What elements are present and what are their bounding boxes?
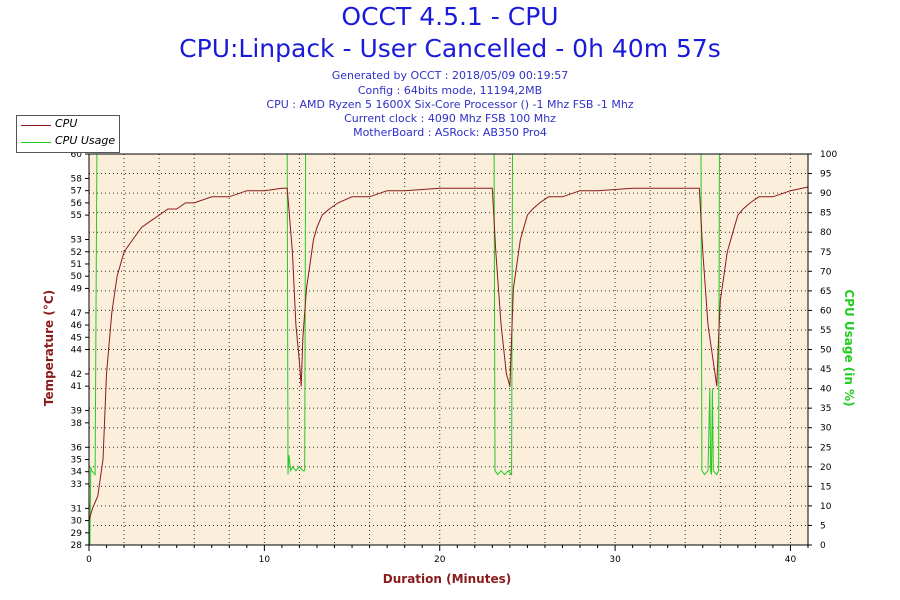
y2-tick-label: 15 (820, 482, 831, 492)
y2-tick-label: 90 (820, 189, 832, 199)
y2-tick-label: 75 (820, 248, 831, 258)
y2-tick-label: 55 (820, 326, 831, 336)
y2-tick-label: 20 (820, 463, 832, 473)
x-tick-label: 40 (785, 555, 797, 565)
y-tick-label: 49 (71, 284, 83, 294)
y-tick-label: 42 (71, 370, 82, 380)
y2-tick-label: 70 (820, 267, 832, 277)
y2-tick-label: 60 (820, 306, 832, 316)
y-tick-label: 50 (71, 272, 83, 282)
y2-tick-label: 80 (820, 228, 832, 238)
plot-frame (88, 153, 809, 546)
x-tick-label: 20 (434, 555, 446, 565)
cpu-series-line (88, 186, 809, 521)
x-axis: 0 10 20 30 40 (86, 545, 809, 565)
y2-tick-label: 40 (820, 385, 832, 395)
x-tick-label: 0 (86, 555, 92, 565)
y-tick-label: 36 (71, 443, 83, 453)
legend-swatch-usage (21, 142, 51, 143)
y-tick-label: 41 (71, 382, 82, 392)
y-tick-label: 53 (71, 236, 82, 246)
y-axis-label: Temperature (°C) (42, 290, 56, 406)
right-axis: 0 5 10 15 20 25 30 35 40 45 50 55 60 65 70 75 80 85 90 95 10… (808, 150, 837, 551)
y-tick-label: 57 (71, 187, 82, 197)
legend: CPU CPU Usage (16, 115, 120, 153)
y2-tick-label: 5 (820, 521, 826, 531)
y-tick-label: 28 (71, 541, 83, 551)
legend-swatch-cpu (21, 125, 51, 126)
y-tick-label: 35 (71, 455, 82, 465)
info-cpu: CPU : AMD Ryzen 5 1600X Six-Core Process… (266, 98, 634, 111)
y2-tick-label: 25 (820, 443, 831, 453)
y-tick-label: 30 (71, 517, 83, 527)
y2-tick-label: 30 (820, 424, 832, 434)
y-tick-label: 44 (71, 346, 83, 356)
y2-tick-label: 10 (820, 502, 832, 512)
x-axis-label: Duration (Minutes) (383, 572, 511, 586)
info-motherboard: MotherBoard : ASRock: AB350 Pro4 (353, 126, 547, 139)
y-tick-label: 51 (71, 260, 82, 270)
x-tick-label: 10 (259, 555, 271, 565)
y2-tick-label: 85 (820, 209, 831, 219)
y-tick-label: 58 (71, 174, 83, 184)
y-tick-label: 33 (71, 480, 82, 490)
x-tick-label: 30 (609, 555, 621, 565)
y2-axis-label: CPU Usage (in %) (842, 289, 856, 406)
info-generated: Generated by OCCT : 2018/05/09 00:19:57 (331, 69, 569, 82)
y2-tick-label: 50 (820, 346, 832, 356)
legend-item-usage: CPU Usage (17, 134, 117, 150)
plot-area (89, 154, 808, 545)
y-tick-label: 29 (71, 529, 83, 539)
legend-label-usage: CPU Usage (55, 134, 116, 147)
y-tick-label: 31 (71, 504, 82, 514)
left-axis: 28 29 30 31 33 34 35 36 38 39 41 42 44 45 46 47 49 50 51 52… (71, 150, 89, 551)
y-tick-label: 60 (71, 150, 83, 160)
y-tick-label: 34 (71, 468, 83, 478)
legend-item-cpu: CPU (17, 117, 117, 133)
y2-tick-label: 65 (820, 287, 831, 297)
y2-tick-label: 35 (820, 404, 831, 414)
info-config: Config : 64bits mode, 11194,2MB (357, 84, 543, 97)
y2-tick-label: 95 (820, 170, 831, 180)
y2-tick-label: 45 (820, 365, 831, 375)
info-clock: Current clock : 4090 Mhz FSB 100 Mhz (344, 112, 556, 125)
y-tick-label: 47 (71, 309, 82, 319)
y-tick-label: 38 (71, 419, 83, 429)
y2-tick-label: 0 (820, 541, 826, 551)
y-tick-label: 52 (71, 248, 82, 258)
chart-title: OCCT 4.5.1 - CPU (341, 2, 559, 31)
y-tick-label: 46 (71, 321, 83, 331)
y-tick-label: 56 (71, 199, 83, 209)
chart-subtitle: CPU:Linpack - User Cancelled - 0h 40m 57… (179, 34, 721, 63)
y-tick-label: 39 (71, 407, 83, 417)
y-tick-label: 45 (71, 333, 82, 343)
y2-tick-label: 100 (820, 150, 837, 160)
y-tick-label: 55 (71, 211, 82, 221)
legend-label-cpu: CPU (55, 117, 78, 130)
